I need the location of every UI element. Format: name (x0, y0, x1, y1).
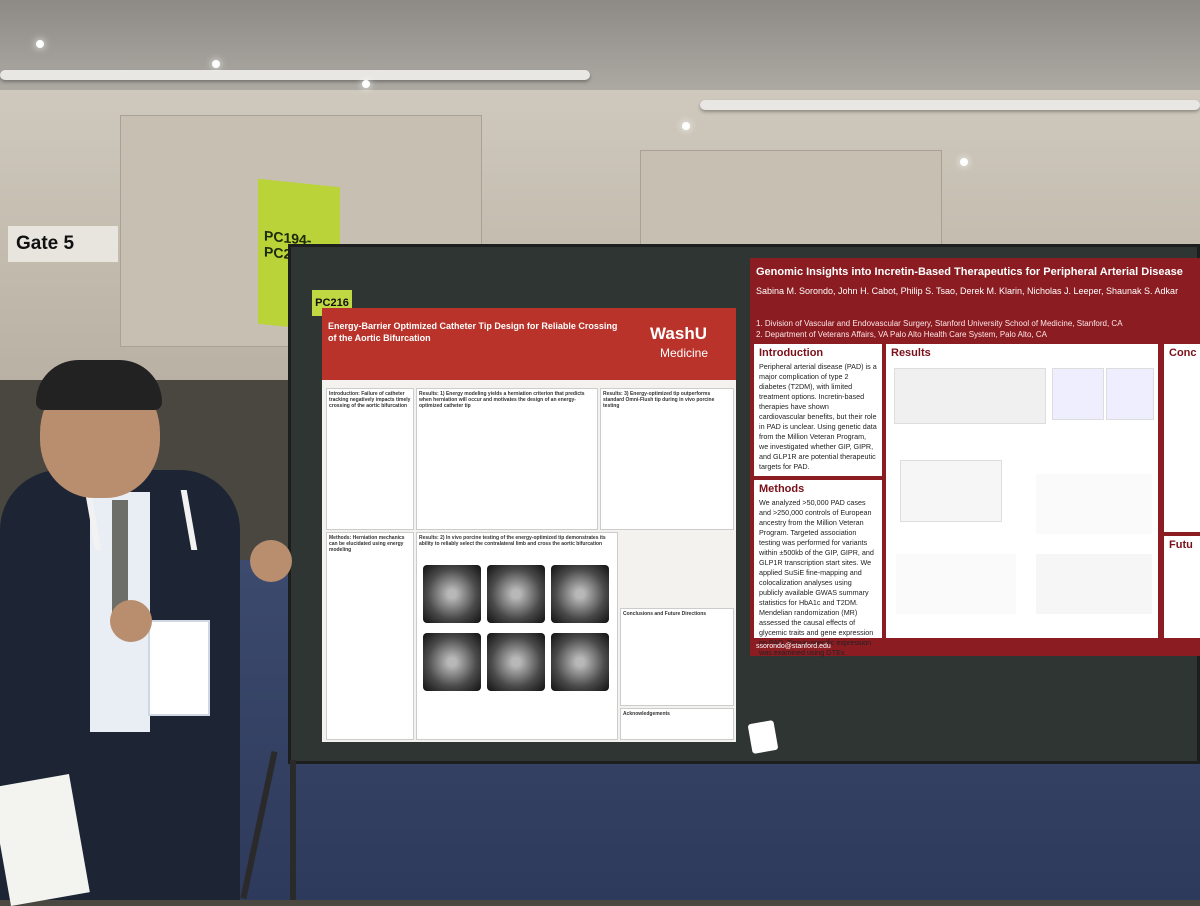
ceiling-pipe (700, 100, 1200, 110)
xray-image (487, 633, 545, 691)
panel-introduction: Introduction Peripheral arterial disease… (754, 344, 882, 476)
xray-image (487, 565, 545, 623)
xray-image (551, 633, 609, 691)
locus-plot (900, 460, 1002, 522)
forest-plot (1036, 554, 1152, 614)
poster-right-authors: Sabina M. Sorondo, John H. Cabot, Philip… (756, 286, 1179, 296)
presenter-lanyard (84, 490, 198, 550)
wall-panel (640, 150, 942, 262)
panel-future: Futu (1164, 536, 1200, 638)
xray-image (423, 565, 481, 623)
manhattan-plot (894, 368, 1046, 424)
section-results-2: Results: 2) In vivo porcine testing of t… (416, 532, 618, 740)
presenter-tie (112, 500, 128, 620)
presenter-hair (36, 360, 162, 410)
name-badge (148, 620, 210, 716)
presenter-hand (110, 600, 152, 642)
ceiling-pipe (0, 70, 590, 80)
xray-image (551, 565, 609, 623)
easel-leg (290, 760, 296, 900)
poster-left: Energy-Barrier Optimized Catheter Tip De… (322, 308, 736, 742)
ceiling-light (36, 40, 44, 48)
section-introduction: Introduction: Failure of catheter tracki… (326, 388, 414, 530)
washu-logo-sub: Medicine (660, 346, 709, 360)
poster-right-title: Genomic Insights into Incretin-Based The… (756, 266, 1183, 278)
panel-methods: Methods We analyzed >50,000 PAD cases an… (754, 480, 882, 657)
section-results-1: Results: 1) Energy modeling yields a her… (416, 388, 598, 530)
poster-right-affiliations: 1. Division of Vascular and Endovascular… (756, 319, 1123, 339)
gate-sign: Gate 5 (8, 226, 118, 262)
panel-results: Results (886, 344, 1158, 638)
contact-email: ssorondo@stanford.edu (756, 643, 831, 650)
xray-image (423, 633, 481, 691)
poster-right: Genomic Insights into Incretin-Based The… (750, 258, 1200, 657)
washu-logo: WashU (650, 324, 707, 343)
ceiling-light (212, 60, 220, 68)
section-results-3: Results: 3) Energy-optimized tip outperf… (600, 388, 734, 530)
ceiling-light (682, 122, 690, 130)
scatter-plot (1106, 368, 1154, 420)
section-conclusions: Conclusions and Future Directions (620, 608, 734, 706)
section-acknowledgements: Acknowledgements (620, 708, 734, 740)
violin-plot (1036, 474, 1152, 534)
presenter-hand (250, 540, 292, 582)
scatter-plot (1052, 368, 1104, 420)
violin-plot (896, 554, 1016, 614)
paper-cup (747, 719, 779, 755)
poster-left-title: Energy-Barrier Optimized Catheter Tip De… (328, 321, 618, 343)
section-methods: Methods: Herniation mechanics can be elu… (326, 532, 414, 740)
panel-conclusions: Conc (1164, 344, 1200, 532)
ceiling-light (960, 158, 968, 166)
ceiling-light (362, 80, 370, 88)
poster-left-header: Energy-Barrier Optimized Catheter Tip De… (322, 308, 736, 380)
